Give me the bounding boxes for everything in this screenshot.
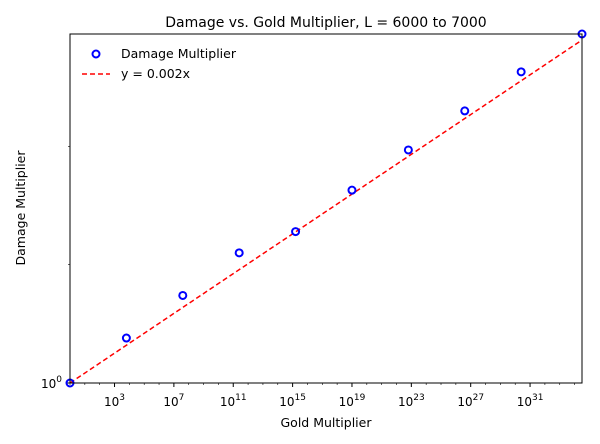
scatter-point [460, 106, 470, 116]
x-tick-label: 1015 [279, 393, 306, 409]
x-tick-label: 107 [163, 393, 184, 409]
x-tick-label: 103 [104, 393, 125, 409]
x-tick-label: 1011 [220, 393, 247, 409]
y-axis-label: Damage Multiplier [13, 150, 28, 266]
x-tick-label: 1019 [339, 393, 366, 409]
chart-title: Damage vs. Gold Multiplier, L = 6000 to … [165, 15, 486, 31]
axis-ticks: 103 107 1011 1015 1019 1023 1027 1031 100 [41, 146, 575, 409]
plot-marks [65, 29, 587, 388]
legend-label-scatter: Damage Multiplier [121, 46, 237, 61]
y-tick-label: 100 [41, 375, 62, 391]
legend-marker-scatter [91, 49, 101, 59]
x-tick-label: 1027 [457, 393, 484, 409]
x-tick-label: 1031 [517, 393, 544, 409]
plot-frame [69, 33, 583, 384]
scatter-point [121, 333, 131, 343]
scatter-point [347, 185, 357, 195]
scatter-point [403, 145, 413, 155]
scatter-point [178, 290, 188, 300]
scatter-point [291, 227, 301, 237]
x-tick-label: 1023 [398, 393, 425, 409]
scatter-point [234, 248, 244, 258]
scatter-point [516, 67, 526, 77]
x-axis-label: Gold Multiplier [281, 415, 373, 430]
legend-label-line: y = 0.002x [121, 66, 190, 81]
fit-line [69, 39, 583, 384]
legend: Damage Multiplier y = 0.002x [82, 46, 237, 81]
